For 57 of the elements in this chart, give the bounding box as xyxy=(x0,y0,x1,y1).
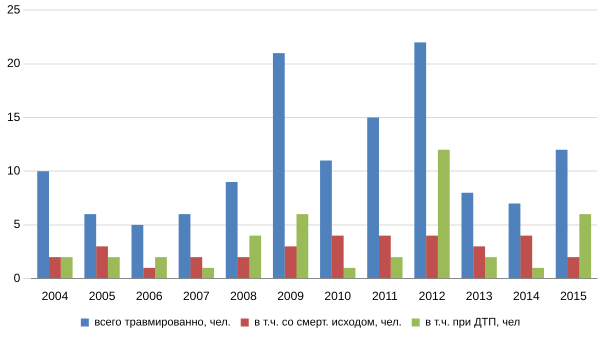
x-tick-label: 2006 xyxy=(136,289,163,304)
bar xyxy=(508,203,520,278)
x-tick-label: 2010 xyxy=(324,289,352,304)
bar xyxy=(414,42,426,278)
y-tick-label: 5 xyxy=(14,217,21,232)
bar xyxy=(60,257,73,278)
legend-label: всего травмированно, чел. xyxy=(94,316,231,329)
bar xyxy=(438,150,450,278)
x-tick-label: 2012 xyxy=(418,289,446,304)
bar xyxy=(132,224,144,278)
bar xyxy=(108,257,120,278)
bar xyxy=(296,214,308,278)
bar xyxy=(367,118,379,278)
bar xyxy=(568,257,580,278)
bar xyxy=(249,236,262,278)
bar xyxy=(284,246,296,278)
bar xyxy=(202,268,214,278)
bar xyxy=(96,246,108,278)
x-tick-label: 2008 xyxy=(230,289,258,304)
bar xyxy=(556,150,568,278)
bar xyxy=(49,257,61,278)
bar xyxy=(426,236,438,278)
x-tick-label: 2004 xyxy=(42,289,69,304)
x-tick-label: 2007 xyxy=(182,289,210,304)
bar xyxy=(332,236,344,278)
y-tick-label: 20 xyxy=(6,56,21,70)
bar xyxy=(532,268,544,278)
bar xyxy=(520,236,532,278)
x-tick-label: 2014 xyxy=(512,289,540,304)
x-tick-label: 2009 xyxy=(277,289,304,304)
x-tick-label: 2011 xyxy=(372,289,398,304)
bar xyxy=(579,214,592,278)
bar xyxy=(473,246,486,278)
bar xyxy=(461,192,474,278)
bar xyxy=(226,182,238,278)
x-tick-label: 2005 xyxy=(88,289,116,304)
bar xyxy=(37,171,50,278)
y-tick-label: 15 xyxy=(6,110,21,124)
bar xyxy=(190,257,202,278)
bar xyxy=(378,236,391,278)
bar xyxy=(390,257,403,278)
bar xyxy=(272,53,285,278)
y-tick-label: 10 xyxy=(6,164,21,178)
bar xyxy=(238,257,250,278)
bar xyxy=(84,214,96,278)
bar xyxy=(320,160,332,278)
bar xyxy=(143,268,156,278)
bar xyxy=(344,268,356,278)
x-tick-label: 2013 xyxy=(466,289,493,304)
x-tick-label: 2015 xyxy=(560,289,588,304)
bar xyxy=(178,214,190,278)
legend-label: в т.ч. со смерт. исходом, чел. xyxy=(254,316,402,329)
y-tick-label: 25 xyxy=(6,2,21,17)
bar xyxy=(485,257,497,278)
bar xyxy=(155,257,167,278)
y-tick-label: 0 xyxy=(14,270,21,285)
legend-label: в т.ч. при ДТП, чел xyxy=(425,316,520,329)
